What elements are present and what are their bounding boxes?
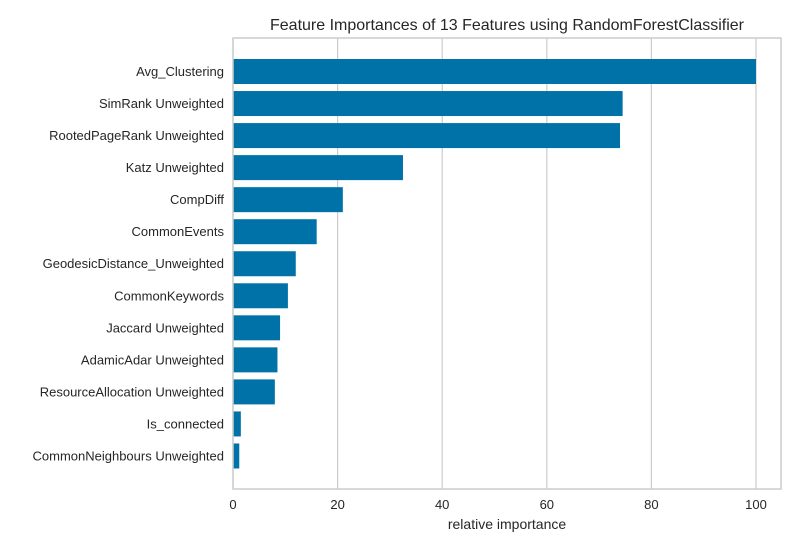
x-tick-label: 80 xyxy=(644,497,658,512)
bar xyxy=(233,219,317,245)
bar xyxy=(233,91,623,117)
y-tick-label: RootedPageRank Unweighted xyxy=(49,128,224,143)
bar xyxy=(233,187,343,213)
bar xyxy=(233,411,241,437)
y-tick-label: CompDiff xyxy=(170,192,224,207)
bar xyxy=(233,315,281,341)
bar xyxy=(233,283,288,309)
y-tick-label: CommonEvents xyxy=(132,224,225,239)
x-tick-labels: 0 20 40 60 80 100 xyxy=(229,497,766,512)
x-tick-label: 0 xyxy=(229,497,236,512)
y-tick-label: CommonNeighbours Unweighted xyxy=(33,448,225,463)
x-tick-label: 20 xyxy=(330,497,344,512)
y-tick-label: SimRank Unweighted xyxy=(99,96,224,111)
y-tick-label: Is_connected xyxy=(147,416,224,431)
y-tick-label: Avg_Clustering xyxy=(136,64,224,79)
bar xyxy=(233,443,240,469)
bar xyxy=(233,347,278,373)
bar xyxy=(233,251,296,277)
y-tick-label: GeodesicDistance_Unweighted xyxy=(43,256,224,271)
x-tick-label: 40 xyxy=(435,497,449,512)
x-tick-label: 100 xyxy=(745,497,767,512)
chart-title: Feature Importances of 13 Features using… xyxy=(270,17,745,34)
bar xyxy=(233,379,275,405)
y-tick-label: ResourceAllocation Unweighted xyxy=(40,384,224,399)
bar xyxy=(233,123,621,149)
plot-frame xyxy=(232,37,782,490)
y-tick-label: Jaccard Unweighted xyxy=(106,320,224,335)
y-tick-labels: Avg_Clustering SimRank Unweighted RootedPa… xyxy=(33,64,225,463)
y-tick-label: CommonKeywords xyxy=(114,288,224,303)
bar xyxy=(233,59,756,84)
x-tick-label: 60 xyxy=(540,497,554,512)
y-tick-label: Katz Unweighted xyxy=(126,160,224,175)
bar xyxy=(233,155,403,181)
x-axis-label: relative importance xyxy=(448,516,566,532)
y-tick-label: AdamicAdar Unweighted xyxy=(81,352,224,367)
bars xyxy=(233,59,756,469)
